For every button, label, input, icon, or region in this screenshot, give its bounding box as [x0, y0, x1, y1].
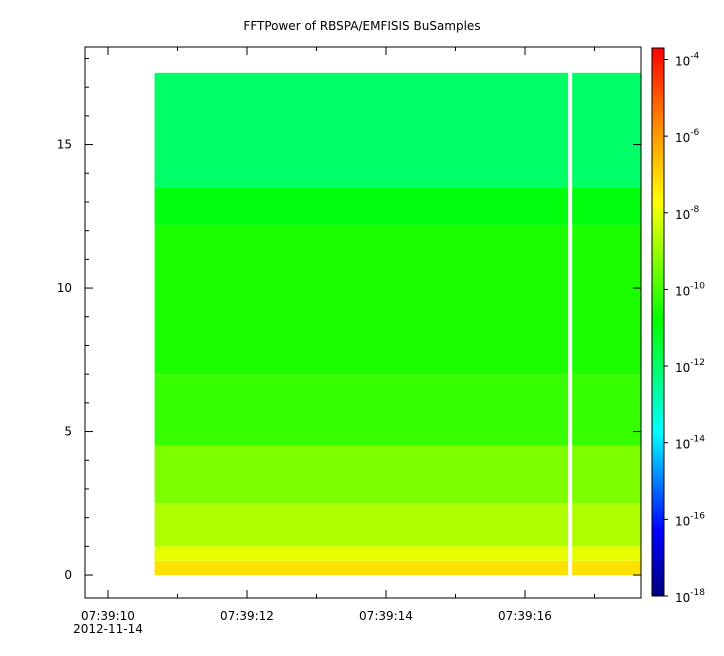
- x-tick-label: 07:39:16: [498, 609, 552, 623]
- y-tick-label: 10: [57, 281, 72, 295]
- colorbar-tick-label: 10-10: [675, 281, 705, 298]
- y-tick-label: 5: [64, 425, 72, 439]
- plot-frame: [84, 46, 642, 599]
- colorbar-ticks: 10-4 10-6 10-8 10-10 10-12 10-14 10-16 10-18: [664, 51, 705, 605]
- x-tick-label: 07:39:12: [220, 609, 274, 623]
- x-tick-label: 07:39:10: [81, 609, 135, 623]
- colorbar-tick-label: 10-14: [675, 435, 705, 452]
- heatmap-band: [154, 503, 641, 547]
- colorbar: 10-4 10-6 10-8 10-10 10-12 10-14 10-16 10-18: [651, 47, 705, 605]
- heatmap-band: [154, 546, 641, 561]
- heatmap-band: [154, 374, 641, 446]
- heatmap-band: [154, 445, 641, 504]
- colorbar-tick-label: 10-8: [675, 205, 700, 222]
- colorbar-tick-label: 10-12: [675, 358, 705, 375]
- x-tick-label: 07:39:14: [359, 609, 413, 623]
- colorbar-tick-label: 10-18: [675, 588, 705, 605]
- colorbar-gradient: [652, 48, 664, 596]
- spectrogram-heatmap: [154, 72, 641, 576]
- chart-title: FFTPower of RBSPA/EMFISIS BuSamples: [243, 19, 480, 33]
- heatmap-band: [154, 224, 641, 375]
- colorbar-tick-label: 10-6: [675, 128, 700, 145]
- y-tick-label: 0: [64, 568, 72, 582]
- heatmap-band: [154, 560, 641, 576]
- colorbar-frame: [651, 47, 665, 597]
- x-tick-date-label: 2012-11-14: [73, 622, 143, 636]
- data-gap: [568, 72, 573, 577]
- y-tick-label: 15: [57, 138, 72, 152]
- heatmap-band: [154, 72, 641, 188]
- colorbar-tick-label: 10-16: [675, 511, 705, 528]
- plot-area: [84, 46, 642, 599]
- y-axis: 0 5 10 15: [57, 57, 641, 582]
- colorbar-tick-label: 10-4: [675, 51, 700, 68]
- heatmap-band: [154, 187, 641, 225]
